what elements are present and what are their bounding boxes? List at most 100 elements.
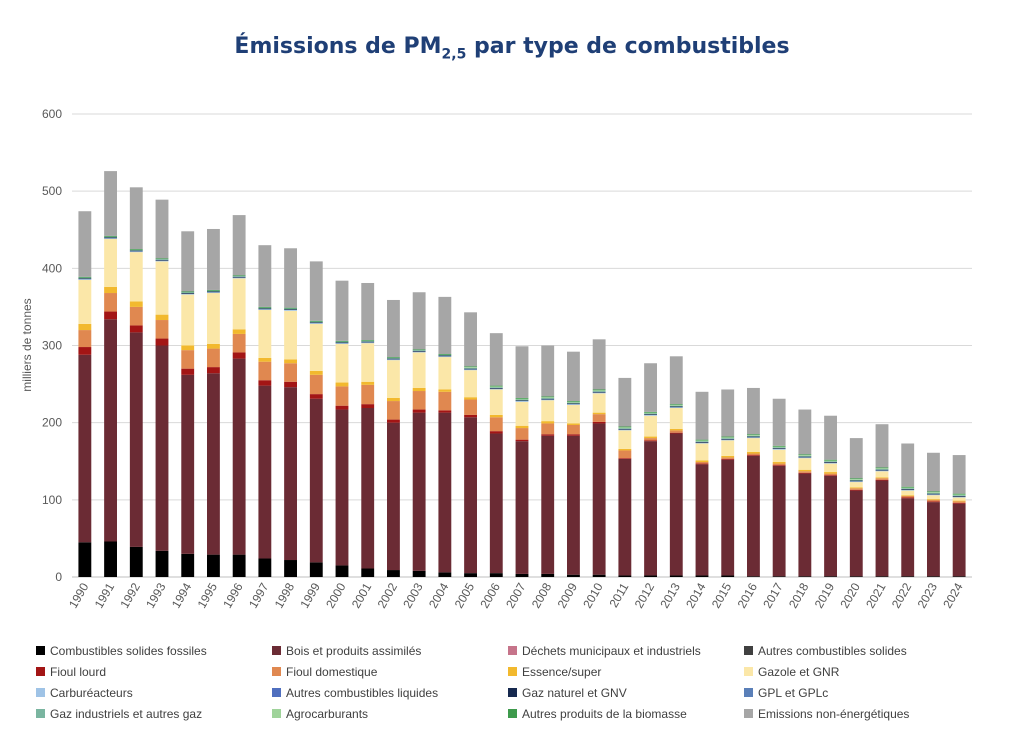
bar-segment (155, 199, 169, 259)
bar-segment (335, 386, 349, 406)
bar-segment (592, 389, 606, 391)
bar-segment (824, 475, 837, 476)
title-rest: par type de combustibles (466, 34, 790, 59)
bar-segment (798, 473, 812, 577)
bar-segment (747, 435, 760, 436)
bar-segment (258, 245, 272, 307)
legend-swatch (36, 709, 45, 718)
legend-label: Autres combustibles liquides (286, 685, 439, 700)
bar-segment (567, 404, 580, 405)
bar-segment (824, 576, 837, 577)
bar-segment (181, 292, 195, 294)
x-tick-label: 2003 (400, 580, 426, 610)
bar-segment (129, 301, 143, 307)
bar-segment (258, 558, 272, 577)
bar-segment (669, 432, 683, 434)
bar-segment (284, 381, 297, 388)
bar-segment (927, 576, 940, 577)
bar-segment (875, 424, 889, 468)
bar-segment (181, 293, 195, 295)
legend-swatch (744, 688, 753, 697)
legend-label: Déchets municipaux et industriels (522, 643, 701, 658)
bar-segment (798, 455, 812, 456)
bar-segment (155, 259, 169, 261)
x-tick-label: 1996 (220, 580, 246, 610)
bar-segment (78, 278, 92, 280)
bar-segment (695, 439, 709, 441)
bar-segment (464, 367, 477, 368)
bar-segment (901, 498, 915, 577)
bar-segment (232, 215, 246, 276)
bar-segment (361, 343, 375, 382)
legend-item: Bois et produits assimilés (272, 644, 508, 658)
bar-segment (232, 276, 246, 278)
bar-segment (721, 389, 735, 437)
bar-segment (361, 408, 375, 569)
bar-segment (747, 437, 760, 439)
x-tick-label: 2002 (375, 580, 401, 610)
bar-segment (669, 406, 683, 408)
bar-segment (798, 455, 812, 457)
bar-segment (489, 433, 503, 574)
bar-segment (669, 407, 683, 409)
bar-segment (309, 374, 323, 395)
bar-segment (78, 211, 92, 277)
legend-label: GPL et GPLc (758, 685, 829, 700)
x-tick-label: 2023 (915, 580, 941, 610)
bar-segment (952, 500, 966, 502)
bar-segment (412, 292, 426, 350)
bar-segment (901, 487, 915, 489)
bar-segment (824, 473, 837, 476)
bar-segment (515, 425, 529, 429)
bar-segment (849, 481, 863, 483)
x-tick-label: 2004 (426, 580, 452, 610)
bar-segment (361, 282, 375, 341)
bar-segment (618, 575, 632, 577)
x-tick-label: 2006 (477, 580, 503, 610)
bar-segment (207, 290, 220, 292)
bar-segment (695, 463, 709, 465)
bar-segment (798, 457, 812, 459)
bar-segment (515, 401, 529, 426)
bar-segment (309, 323, 323, 324)
bar-segment (592, 391, 606, 392)
bar-segment (541, 423, 555, 435)
bar-segment (875, 470, 889, 472)
bar-segment (258, 308, 272, 310)
bar-segment (129, 332, 143, 547)
bar-segment (721, 438, 735, 439)
bar-segment (232, 277, 246, 279)
bar-segment (515, 398, 529, 400)
bar-segment (232, 275, 246, 277)
y-tick-label: 600 (42, 107, 62, 121)
bar-segment (284, 560, 297, 577)
bar-segment (489, 387, 503, 388)
bar-segment (489, 388, 503, 390)
bar-segment (387, 419, 400, 423)
bar-segment (644, 414, 657, 416)
title-main: Émissions de PM (234, 34, 442, 59)
x-tick-label: 2019 (812, 580, 838, 610)
legend-item: Gazole et GNR (744, 665, 980, 679)
bar-segment (309, 398, 323, 563)
bar-segment (155, 345, 169, 551)
x-tick-label: 2007 (503, 580, 529, 610)
bar-segment (772, 463, 786, 466)
bar-segment (952, 495, 966, 496)
x-tick-label: 1995 (195, 580, 221, 610)
bar-segment (721, 459, 735, 576)
bar-segment (515, 428, 529, 440)
legend-item: Combustibles solides fossiles (36, 644, 272, 658)
bar-segment (489, 389, 503, 415)
legend-label: Fioul lourd (50, 664, 107, 679)
bar-segment (669, 428, 683, 431)
bar-segment (129, 546, 143, 577)
bar-segment (464, 417, 477, 574)
bar-segment (644, 436, 657, 439)
bar-segment (875, 477, 889, 479)
bar-segment (78, 277, 92, 279)
bar-segment (644, 413, 657, 415)
bar-segment (78, 330, 92, 348)
bar-segment (747, 435, 760, 437)
bar-segment (464, 366, 477, 368)
